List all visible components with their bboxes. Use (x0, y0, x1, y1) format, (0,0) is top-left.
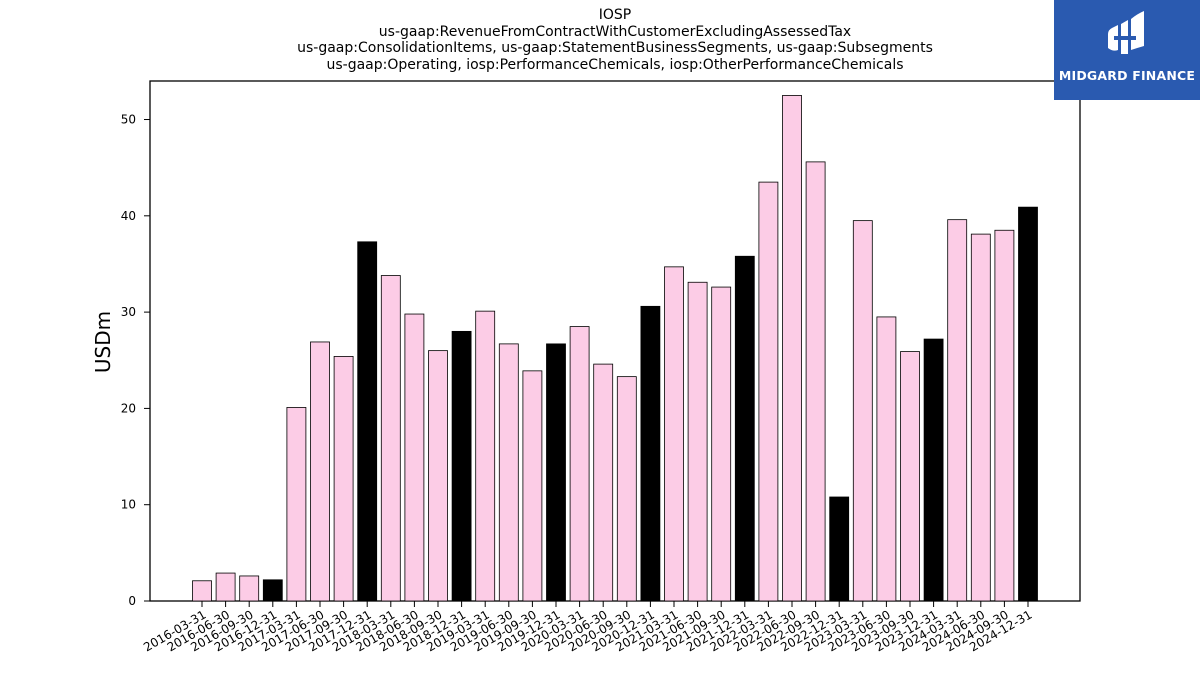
bar-2022-03-31 (758, 181, 779, 602)
logo-text: MIDGARD FINANCE (1058, 68, 1196, 83)
chart-title-line-3: us-gaap:ConsolidationItems, us-gaap:Stat… (297, 40, 933, 56)
bar-2019-12-31 (546, 343, 566, 602)
brand-logo: MIDGARD FINANCE (1054, 0, 1200, 100)
bar-2024-12-31 (1018, 206, 1038, 602)
bar-2024-03-31 (947, 219, 968, 602)
bar-2020-09-30 (616, 376, 637, 602)
bar-2019-06-30 (498, 343, 519, 602)
bar-2017-06-30 (310, 341, 330, 602)
midgard-logo-icon (1108, 11, 1144, 54)
x-axis-ticks: 2016-03-312016-06-302016-09-302016-12-31… (141, 601, 1035, 654)
bar-2022-06-30 (782, 95, 802, 602)
plot-area-frame (149, 80, 1081, 602)
y-tick-label: 10 (121, 498, 136, 512)
bar-2024-09-30 (994, 229, 1015, 602)
y-axis-ticks: 0 10 20 30 40 50 (121, 113, 150, 608)
bar-2018-12-31 (451, 330, 472, 602)
y-tick-label: 30 (121, 305, 136, 319)
bar-2023-03-31 (852, 220, 873, 602)
bar-2020-06-30 (593, 363, 614, 602)
bar-2020-03-31 (569, 326, 590, 602)
bar-2017-09-30 (333, 356, 354, 602)
chart-title-line-2: us-gaap:RevenueFromContractWithCustomerE… (378, 23, 852, 40)
y-tick-label: 0 (128, 594, 136, 608)
chart-title-line-4: us-gaap:Operating, iosp:PerformanceChemi… (326, 56, 904, 73)
bar-2019-03-31 (475, 310, 496, 602)
bar-2023-12-31 (923, 338, 944, 602)
bar-2023-09-30 (900, 351, 920, 602)
chart-title-line-1: IOSP (598, 7, 632, 23)
bar-2017-12-31 (357, 241, 378, 602)
bar-2018-03-31 (380, 275, 401, 602)
bar-2020-12-31 (640, 305, 661, 602)
bar-2016-03-31 (192, 580, 212, 602)
y-tick-label: 40 (121, 209, 136, 223)
bar-2016-06-30 (215, 572, 236, 602)
y-axis-label: USDm (91, 311, 115, 373)
bar-2016-09-30 (239, 575, 260, 602)
y-tick-label: 20 (121, 401, 136, 415)
bar-2021-09-30 (711, 286, 732, 602)
bar-2018-09-30 (428, 350, 448, 602)
bar-2024-06-30 (970, 233, 991, 602)
bar-2018-06-30 (404, 313, 425, 602)
bar-2023-06-30 (876, 316, 897, 602)
bar-2022-12-31 (829, 496, 850, 602)
bar-2016-12-31 (262, 579, 283, 602)
bar-2021-12-31 (734, 255, 755, 602)
bar-2022-09-30 (805, 161, 826, 602)
bar-group (192, 95, 1038, 602)
y-tick-label: 50 (121, 113, 136, 127)
bar-2017-03-31 (286, 407, 307, 602)
bar-2021-06-30 (687, 281, 708, 602)
bar-2019-09-30 (522, 370, 543, 602)
bar-2021-03-31 (664, 266, 684, 602)
